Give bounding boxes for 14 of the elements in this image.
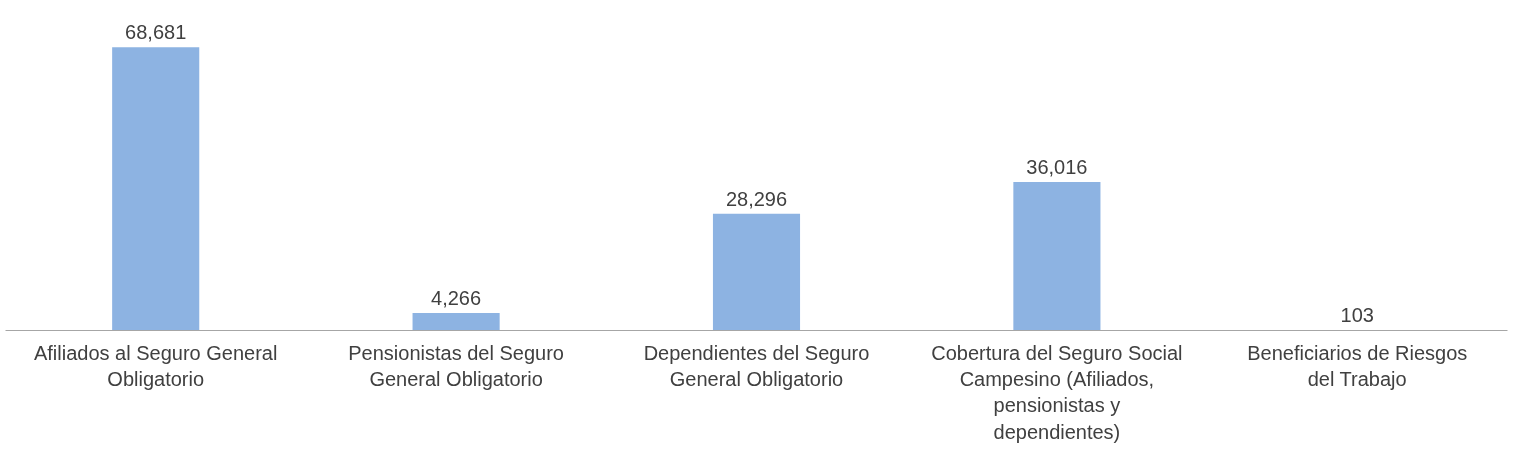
data-label: 36,016 [1026, 156, 1088, 178]
bar [1013, 182, 1101, 331]
bar [412, 312, 500, 331]
x-tick-label: Dependientes del Seguro General Obligatorio [643, 341, 870, 390]
data-label: 103 [1340, 304, 1374, 327]
data-label: 4,266 [431, 286, 482, 309]
x-tick-label: Cobertura del Seguro Social Campesino (Afiliados, pensionistas y dependientes) [931, 341, 1183, 443]
data-label: 68,681 [125, 21, 187, 44]
x-tick-label: Afiliados al Seguro General Obligatorio [33, 341, 278, 390]
bar [112, 47, 200, 331]
data-label: 28,296 [725, 187, 788, 210]
bar [712, 213, 801, 331]
x-tick-label: Pensionistas del Seguro General Obligatorio [348, 341, 564, 390]
x-tick-label: Beneficiarios de Riesgos del Trabajo [1247, 341, 1468, 390]
